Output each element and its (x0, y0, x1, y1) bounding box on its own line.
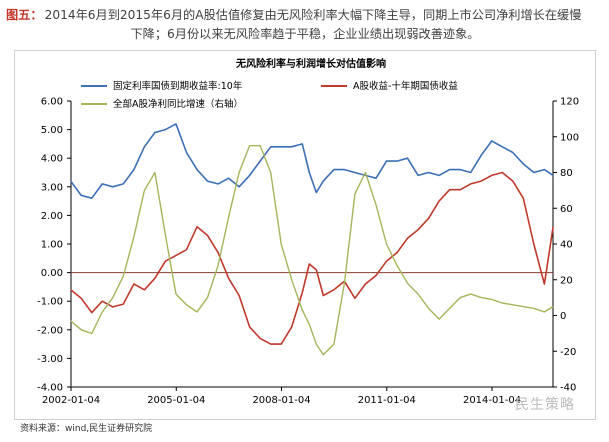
y-right-tick-label: 0 (560, 311, 566, 322)
y-left-tick-label: 0.00 (41, 268, 63, 279)
y-right-tick-label: 120 (560, 97, 579, 108)
y-left-tick-label: -4.00 (37, 383, 63, 394)
series-line-bond-yield (70, 123, 554, 199)
caption-line-1: 图五： 2014年6月到2015年6月的A股估值修复由无风险利率大幅下降主导，同期… (6, 6, 604, 25)
chart-frame: 无风险利率与利润增长对估值影响 -4.00 -3.00 -2.00 -1.00 0.00… (14, 50, 596, 420)
figure-caption: 图五： 2014年6月到2015年6月的A股估值修复由无风险利率大幅下降主导，同期… (6, 6, 604, 44)
line-chart: 无风险利率与利润增长对估值影响 -4.00 -3.00 -2.00 -1.00 0.00… (37, 57, 579, 406)
figure-label: 图五： (6, 8, 43, 22)
y-left-tick-label: 1.00 (41, 240, 63, 251)
y-right-tick-label: 80 (560, 168, 573, 179)
x-tick-label: 2008-01-04 (252, 395, 310, 406)
y-right-tick-label: -20 (560, 347, 576, 358)
y-right-tick-label: 40 (560, 240, 573, 251)
x-tick-label: 2011-01-04 (358, 395, 416, 406)
plot-area: -4.00 -3.00 -2.00 -1.00 0.00 1.00 2.00 3.00 4.00… (37, 80, 579, 406)
legend-label-profit-growth: 全部A股净利同比增速（右轴） (113, 98, 243, 110)
y-right-tick-label: 60 (560, 204, 573, 215)
y-right-tick-label: 20 (560, 275, 573, 286)
x-tick-label: 2014-01-04 (463, 395, 521, 406)
y-left-tick-label: 4.00 (41, 154, 63, 165)
series-line-profit-growth (70, 144, 554, 356)
y-left-tick-label: 6.00 (41, 97, 63, 108)
x-tick-label: 2005-01-04 (147, 395, 205, 406)
y-left-tick-label: -2.00 (37, 325, 63, 336)
y-left-tick-label: -1.00 (37, 297, 63, 308)
source-note: 资料来源：wind,民生证券研究院 (20, 424, 153, 434)
chart-title: 无风险利率与利润增长对估值影响 (235, 57, 386, 70)
y-left-tick-label: 3.00 (41, 182, 63, 193)
watermark: 民生策略 (515, 397, 575, 413)
y-left-tick-label: 5.00 (41, 125, 63, 136)
x-tick-label: 2002-01-04 (42, 395, 100, 406)
y-left-tick-label: 2.00 (41, 211, 63, 222)
y-right-tick-label: -40 (560, 383, 576, 394)
caption-text-1: 2014年6月到2015年6月的A股估值修复由无风险利率大幅下降主导，同期上市公… (44, 8, 582, 22)
y-right-tick-label: 100 (560, 132, 579, 143)
y-left-tick-label: -3.00 (37, 354, 63, 365)
series-line-equity-minus-bond (70, 171, 554, 345)
legend-label-bond-yield: 固定利率国债到期收益率:10年 (113, 80, 243, 92)
legend-label-equity-minus-bond: A股收益-十年期国债收益 (353, 80, 458, 92)
caption-line-2: 下降；6月份以来无风险率趋于平稳，企业业绩出现弱改善迹象。 (130, 27, 480, 41)
